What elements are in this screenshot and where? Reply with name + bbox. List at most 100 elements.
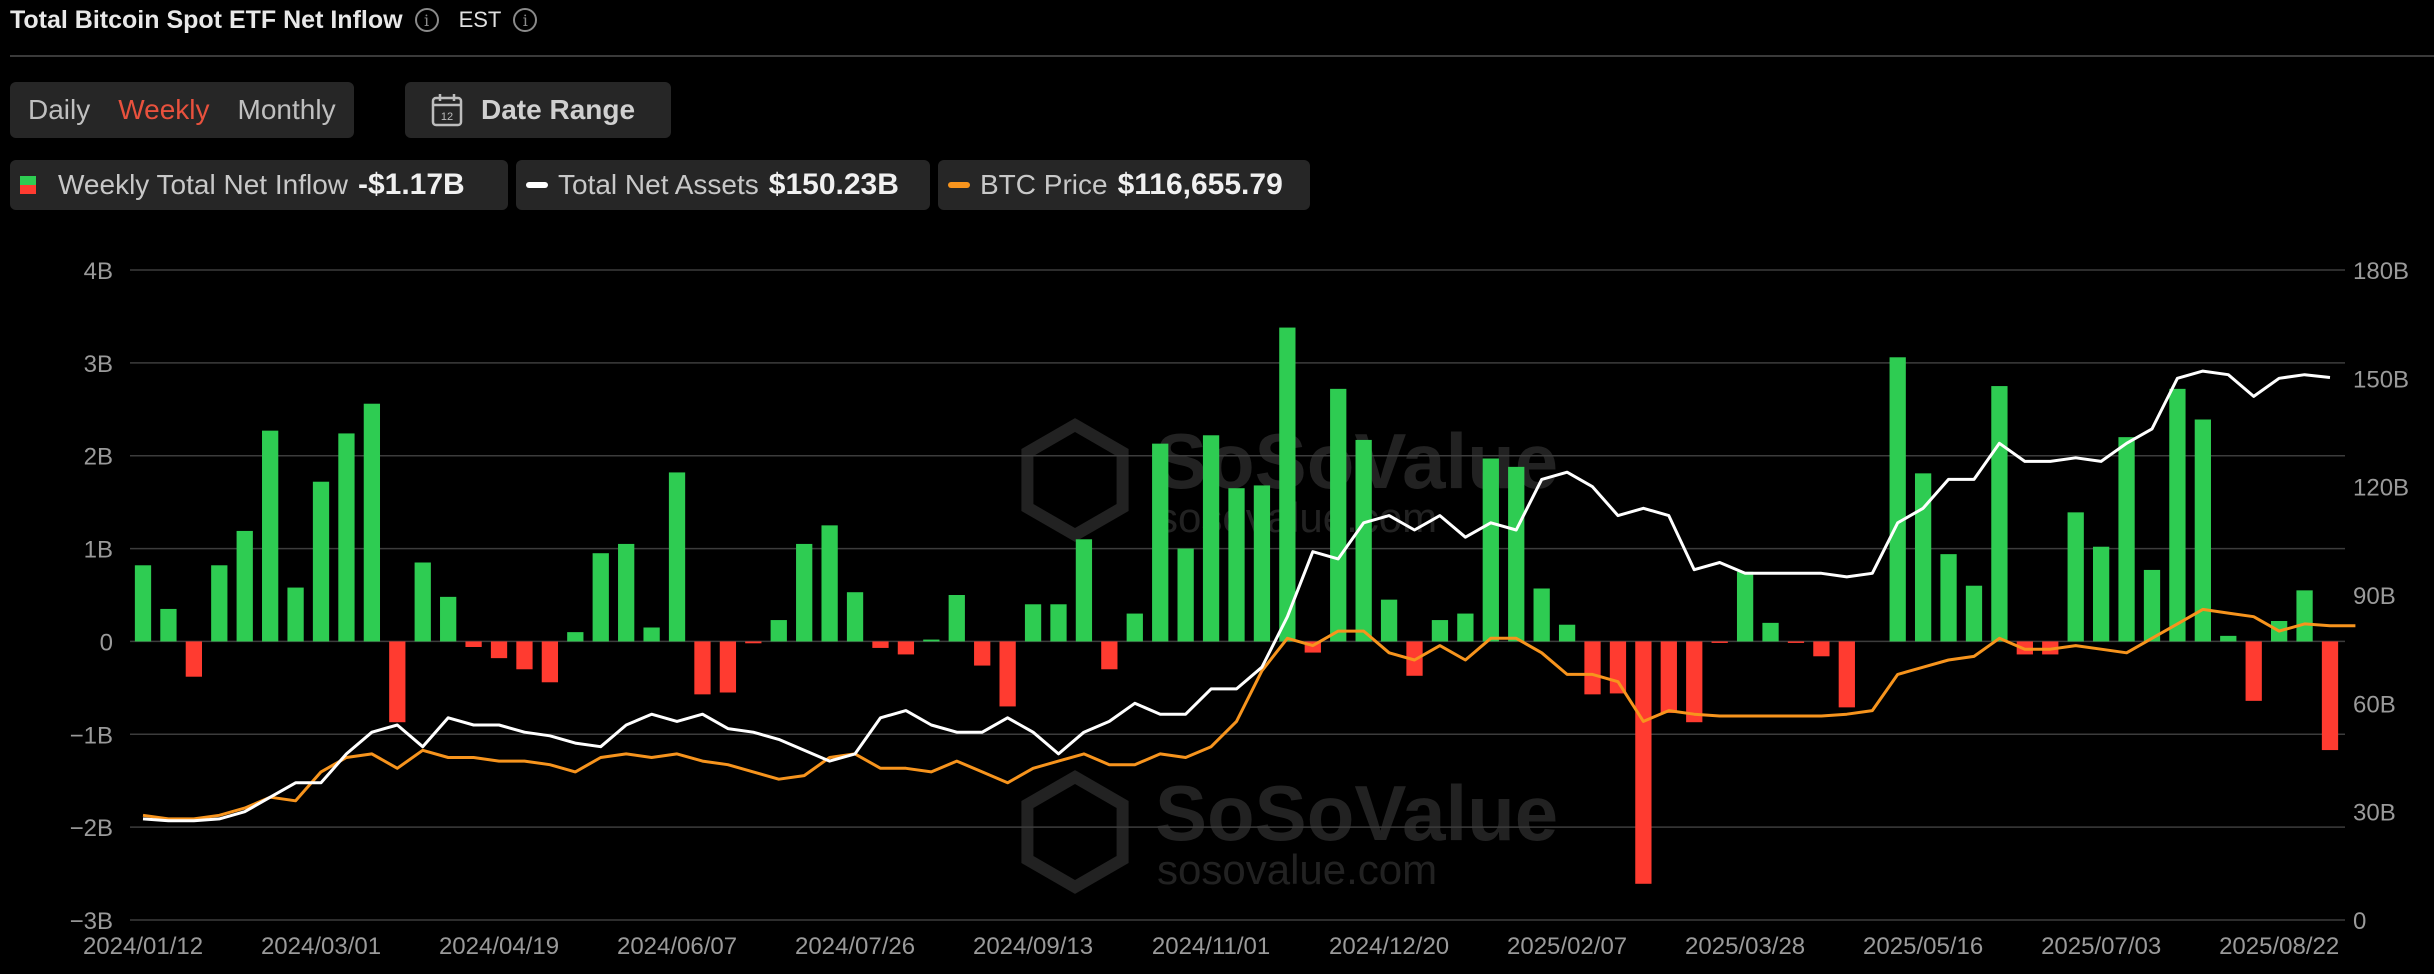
- legend-name: BTC Price: [980, 169, 1108, 200]
- x-axis-tick: 2024/12/20: [1329, 933, 1449, 960]
- tab-monthly[interactable]: Monthly: [237, 94, 336, 125]
- inflow-bar: [1431, 620, 1449, 642]
- inflow-bar: [1024, 604, 1042, 642]
- header-divider: [10, 55, 2434, 57]
- inflow-bar: [287, 587, 304, 642]
- inflow-bar: [338, 433, 355, 642]
- inflow-bar: [1889, 357, 1906, 642]
- inflow-bar: [1152, 443, 1169, 642]
- inflow-bar: [2067, 512, 2084, 642]
- inflow-bar: [1253, 485, 1271, 642]
- inflow-bar: [999, 641, 1016, 707]
- inflow-bar: [2118, 437, 2135, 642]
- legend-net-inflow[interactable]: Weekly Total Net Inflow -$1.17B: [10, 160, 508, 210]
- inflow-bar: [1101, 641, 1118, 670]
- calendar-day: 12: [441, 111, 453, 123]
- inflow-bar: [1584, 641, 1601, 695]
- y-axis-left-tick: −2B: [70, 815, 113, 842]
- inflow-bar: [1736, 571, 1754, 642]
- x-axis-tick: 2024/07/26: [795, 933, 915, 960]
- x-axis-tick: 2024/03/01: [261, 933, 381, 960]
- date-range-button[interactable]: 12 Date Range: [405, 82, 671, 138]
- inflow-bar: [2296, 590, 2313, 642]
- y-axis-right-tick: 0: [2353, 908, 2366, 935]
- inflow-bar: [618, 543, 635, 642]
- inflow-bar: [312, 481, 330, 642]
- inflow-bar: [694, 641, 711, 695]
- legend-value: $116,655.79: [1117, 168, 1283, 201]
- inflow-bar: [414, 562, 431, 642]
- y-axis-left-tick: −1B: [70, 722, 113, 749]
- inflow-bar: [1330, 388, 1347, 642]
- inflow-bar: [1126, 613, 1143, 642]
- timezone-info-icon[interactable]: i: [513, 8, 538, 32]
- inflow-bar: [1355, 439, 1372, 642]
- inflow-bar: [1202, 435, 1220, 642]
- inflow-bar: [185, 641, 202, 677]
- inflow-bar: [1457, 613, 1474, 642]
- btc-price-swatch: [948, 182, 970, 188]
- info-icon[interactable]: i: [414, 8, 439, 32]
- inflow-bar: [745, 641, 762, 644]
- inflow-bar: [1075, 539, 1093, 642]
- inflow-bar: [1940, 554, 1957, 642]
- inflow-bar: [2194, 419, 2211, 642]
- inflow-bar: [1533, 588, 1550, 642]
- inflow-bar: [1991, 386, 2008, 642]
- inflow-bar: [2220, 635, 2237, 642]
- inflow-bar: [490, 641, 508, 659]
- inflow-bar: [1609, 641, 1627, 694]
- net-assets-swatch: [526, 182, 548, 188]
- legend-value: $150.23B: [768, 168, 899, 201]
- inflow-bar: [1558, 624, 1576, 642]
- tab-daily[interactable]: Daily: [28, 94, 91, 125]
- legend-net-assets[interactable]: Total Net Assets $150.23B: [516, 160, 930, 210]
- inflow-bar: [516, 641, 533, 670]
- inflow-bar: [668, 472, 686, 642]
- legend-name: Weekly Total Net Inflow: [58, 169, 348, 200]
- legend-btc-price[interactable]: BTC Price $116,655.79: [938, 160, 1310, 210]
- inflow-bar: [541, 641, 559, 683]
- inflow-bar: [1660, 641, 1677, 713]
- inflow-bar: [592, 553, 609, 642]
- inflow-bar: [1813, 641, 1830, 657]
- inflow-bar: [389, 641, 406, 723]
- inflow-bar: [643, 627, 660, 642]
- tab-weekly[interactable]: Weekly: [118, 94, 210, 125]
- inflow-bar: [1635, 641, 1652, 884]
- x-axis-tick: 2025/08/22: [2219, 933, 2339, 960]
- inflow-bar: [1787, 641, 1805, 643]
- inflow-bar: [1686, 641, 1703, 723]
- inflow-bar: [2245, 641, 2262, 701]
- calendar-icon: 12: [431, 94, 463, 127]
- inflow-bar: [363, 403, 381, 642]
- net-assets-line: [142, 369, 2331, 823]
- inflow-bar: [1050, 604, 1067, 642]
- inflow-bar: [770, 620, 787, 642]
- inflow-bar: [440, 596, 457, 642]
- watermark-site: sosovalue.com: [1157, 846, 1437, 893]
- inflow-bar: [2092, 546, 2110, 642]
- x-axis-tick: 2024/01/12: [83, 933, 203, 960]
- inflow-bar: [465, 641, 482, 647]
- inflow-bar: [134, 565, 152, 642]
- inflow-bar: [796, 543, 813, 642]
- btc-price-line: [142, 607, 2356, 821]
- inflow-bar: [567, 632, 584, 642]
- y-axis-left-tick: 3B: [84, 351, 113, 378]
- inflow-bar: [846, 592, 864, 642]
- x-axis-tick: 2024/04/19: [439, 933, 559, 960]
- legend-name: Total Net Assets: [558, 169, 759, 200]
- y-axis-left-tick: −3B: [70, 908, 113, 935]
- y-axis-right-tick: 120B: [2353, 475, 2409, 502]
- y-axis-right-tick: 150B: [2353, 366, 2409, 393]
- inflow-bar: [1508, 466, 1525, 642]
- x-axis-tick: 2024/09/13: [973, 933, 1093, 960]
- inflow-bar: [2321, 641, 2339, 751]
- x-axis-tick: 2025/07/03: [2041, 933, 2161, 960]
- y-axis-left-tick: 1B: [84, 537, 113, 564]
- chart-title: Total Bitcoin Spot ETF Net Inflow: [10, 5, 403, 34]
- inflow-bar: [262, 430, 279, 642]
